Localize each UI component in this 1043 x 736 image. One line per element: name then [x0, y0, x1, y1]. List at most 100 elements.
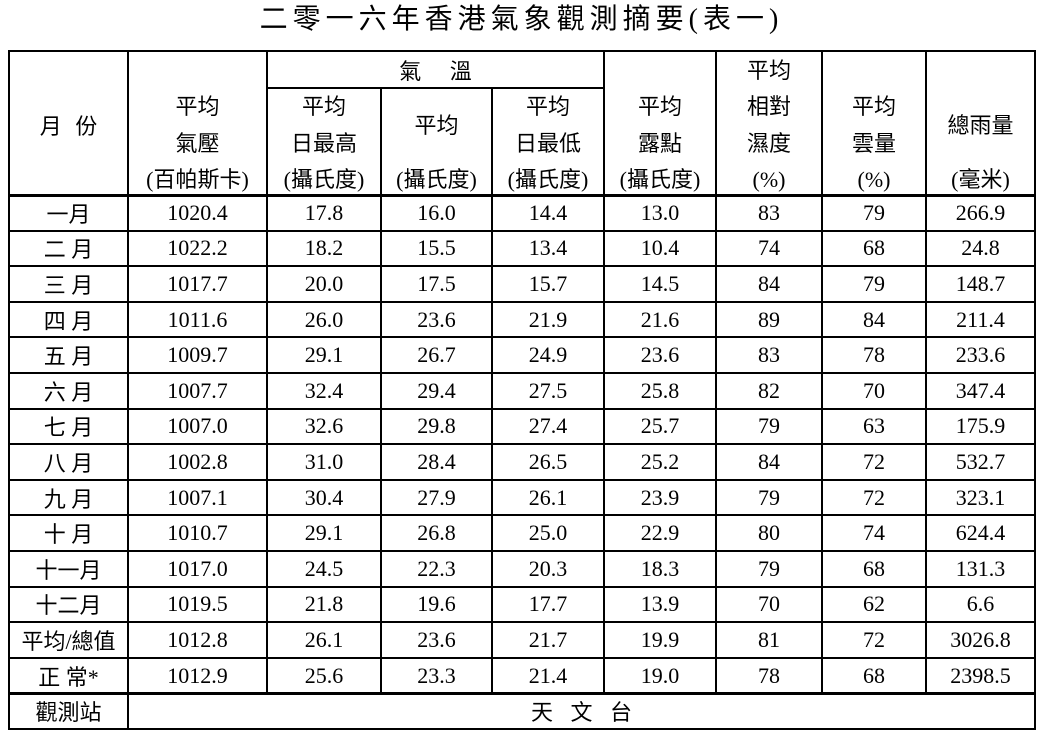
dew-point-cell: 21.6 — [605, 302, 715, 337]
header-cloud-unit: (%) — [857, 167, 891, 192]
month-cell: 二 月 — [10, 231, 127, 266]
temp-min-cell: 17.7 — [493, 587, 603, 622]
humidity-cell: 80 — [717, 516, 821, 550]
month-cell: 七 月 — [10, 409, 127, 444]
pressure-cell: 1012.8 — [129, 623, 266, 657]
temp-max-cell: 25.6 — [268, 658, 380, 693]
header-dew-point: 平均 露點 (攝氏度) — [605, 52, 715, 194]
rainfall-cell: 532.7 — [927, 445, 1034, 479]
dew-point-cell: 22.9 — [605, 516, 715, 550]
header-rainfall-unit: (毫米) — [951, 167, 1010, 192]
temp-mean-cell: 26.8 — [382, 516, 491, 550]
cloud-cell: 84 — [823, 302, 925, 337]
header-pressure-line-1: 平均 — [175, 94, 220, 119]
temp-mean-cell: 27.9 — [382, 480, 491, 515]
cloud-cell: 62 — [823, 587, 925, 622]
month-cell: 八 月 — [10, 445, 127, 479]
pressure-cell: 1022.2 — [129, 231, 266, 266]
pressure-cell: 1017.7 — [129, 267, 266, 301]
header-rainfall-line-1: 總雨量 — [947, 113, 1014, 138]
temp-mean-cell: 17.5 — [382, 267, 491, 301]
cloud-cell: 79 — [823, 196, 925, 230]
temp-mean-cell: 29.4 — [382, 373, 491, 408]
header-cloud-line-2: 雲量 — [851, 131, 896, 156]
temp-max-cell: 20.0 — [268, 267, 380, 301]
temp-mean-cell: 23.6 — [382, 623, 491, 657]
cloud-cell: 68 — [823, 231, 925, 266]
temp-min-cell: 20.3 — [493, 551, 603, 586]
temp-max-cell: 30.4 — [268, 480, 380, 515]
temp-mean-cell: 16.0 — [382, 196, 491, 230]
rainfall-cell: 24.8 — [927, 231, 1034, 266]
header-rainfall: 總雨量 (毫米) — [927, 52, 1034, 194]
station-value: 天 文 台 — [129, 694, 1034, 728]
header-temp-min-unit: (攝氏度) — [507, 167, 589, 192]
rainfall-cell: 233.6 — [927, 338, 1034, 372]
header-cloud-line-1: 平均 — [851, 94, 896, 119]
dew-point-cell: 18.3 — [605, 551, 715, 586]
month-cell: 平均/總值 — [10, 623, 127, 657]
humidity-cell: 83 — [717, 196, 821, 230]
temp-max-cell: 31.0 — [268, 445, 380, 479]
humidity-cell: 79 — [717, 480, 821, 515]
dew-point-cell: 13.0 — [605, 196, 715, 230]
dew-point-cell: 25.8 — [605, 373, 715, 408]
dew-point-cell: 19.0 — [605, 658, 715, 693]
temp-max-cell: 32.4 — [268, 373, 380, 408]
humidity-cell: 79 — [717, 551, 821, 586]
cloud-cell: 72 — [823, 480, 925, 515]
temp-max-cell: 21.8 — [268, 587, 380, 622]
header-pressure: 平均 氣壓 (百帕斯卡) — [129, 52, 266, 194]
header-temp-mean-unit: (攝氏度) — [396, 167, 477, 192]
month-cell: 十 月 — [10, 516, 127, 550]
pressure-cell: 1011.6 — [129, 302, 266, 337]
month-cell: 十一月 — [10, 551, 127, 586]
rainfall-cell: 131.3 — [927, 551, 1034, 586]
humidity-cell: 89 — [717, 302, 821, 337]
header-humidity-line-3: 濕度 — [746, 131, 791, 156]
humidity-cell: 84 — [717, 445, 821, 479]
temp-mean-cell: 28.4 — [382, 445, 491, 479]
dew-point-cell: 13.9 — [605, 587, 715, 622]
month-cell: 四 月 — [10, 302, 127, 337]
header-temp-min: 平均 日最低 (攝氏度) — [493, 89, 603, 194]
header-temp-max: 平均 日最高 (攝氏度) — [268, 89, 380, 194]
header-temp-min-line-2: 日最低 — [514, 131, 581, 156]
rainfall-cell: 347.4 — [927, 373, 1034, 408]
temp-min-cell: 26.5 — [493, 445, 603, 479]
humidity-cell: 78 — [717, 658, 821, 693]
temp-mean-cell: 23.6 — [382, 302, 491, 337]
temp-max-cell: 26.1 — [268, 623, 380, 657]
station-label: 觀測站 — [10, 694, 127, 728]
temp-min-cell: 27.5 — [493, 373, 603, 408]
month-cell: 三 月 — [10, 267, 127, 301]
pressure-cell: 1007.1 — [129, 480, 266, 515]
cloud-cell: 63 — [823, 409, 925, 444]
humidity-cell: 84 — [717, 267, 821, 301]
pressure-cell: 1010.7 — [129, 516, 266, 550]
cloud-cell: 74 — [823, 516, 925, 550]
pressure-cell: 1007.7 — [129, 373, 266, 408]
temp-min-cell: 21.9 — [493, 302, 603, 337]
rainfall-cell: 175.9 — [927, 409, 1034, 444]
weather-summary-table: 月 份 平均 氣壓 (百帕斯卡) 氣 溫 平均 日最高 (攝氏度) 平均 (攝氏… — [8, 50, 1036, 730]
month-cell: 正 常* — [10, 658, 127, 693]
header-temp-max-line-1: 平均 — [301, 94, 346, 119]
temp-min-cell: 21.4 — [493, 658, 603, 693]
humidity-cell: 83 — [717, 338, 821, 372]
temp-max-cell: 17.8 — [268, 196, 380, 230]
temp-max-cell: 24.5 — [268, 551, 380, 586]
header-dew-point-line-2: 露點 — [637, 131, 682, 156]
rainfall-cell: 2398.5 — [927, 658, 1034, 693]
header-dew-point-unit: (攝氏度) — [619, 167, 701, 192]
temp-max-cell: 26.0 — [268, 302, 380, 337]
cloud-cell: 68 — [823, 658, 925, 693]
header-pressure-unit: (百帕斯卡) — [146, 167, 249, 192]
pressure-cell: 1002.8 — [129, 445, 266, 479]
rainfall-cell: 6.6 — [927, 587, 1034, 622]
month-cell: 六 月 — [10, 373, 127, 408]
header-month: 月 份 — [10, 52, 127, 194]
header-cloud: 平均 雲量 (%) — [823, 52, 925, 194]
temp-max-cell: 18.2 — [268, 231, 380, 266]
month-cell: 一月 — [10, 196, 127, 230]
